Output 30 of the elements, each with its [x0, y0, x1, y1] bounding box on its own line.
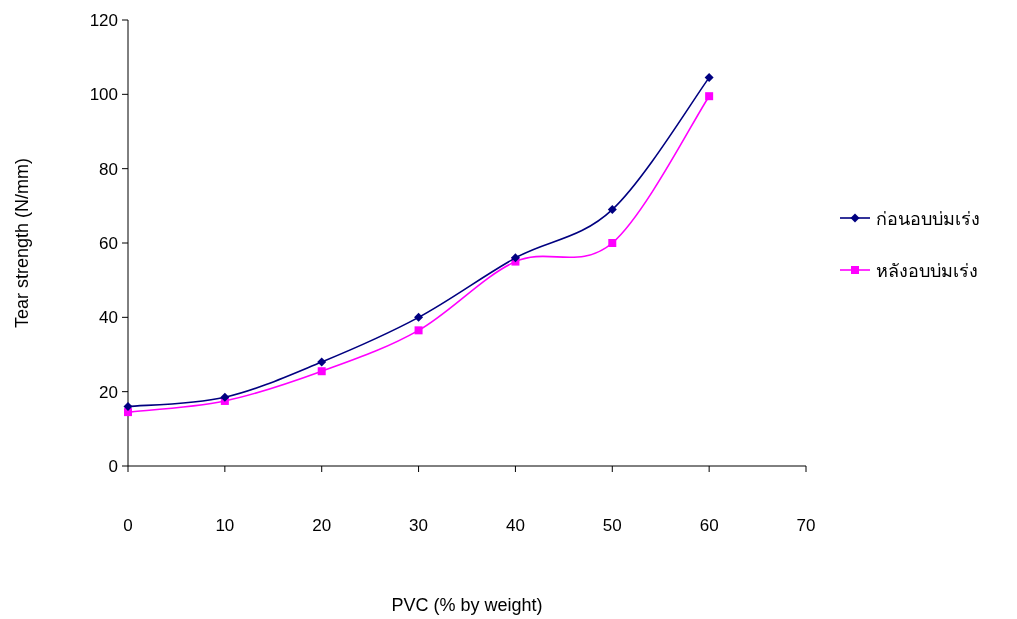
point — [317, 357, 327, 367]
x-axis-title: PVC (% by weight) — [391, 595, 543, 615]
point — [510, 253, 520, 263]
point — [607, 205, 617, 215]
y-tick-label: 20 — [99, 382, 118, 402]
x-tick-label: 50 — [602, 516, 622, 535]
y-axis-title: Tear strength (N/mm) — [12, 157, 32, 329]
y-tick-label: 40 — [99, 308, 118, 328]
point — [608, 239, 617, 247]
x-tick-label: 0 — [123, 516, 133, 535]
y-tick-label: 80 — [99, 159, 118, 179]
y-tick-label: 100 — [89, 85, 118, 105]
point — [705, 92, 714, 101]
legend-label: หลังอบบ่มเร่ง — [876, 260, 978, 281]
y-tick-label: 120 — [89, 11, 118, 30]
x-tick-label: 30 — [409, 516, 429, 535]
point — [414, 312, 424, 322]
point — [414, 326, 423, 335]
legend-label: ก่อนอบบ่มเร่ง — [876, 208, 980, 229]
x-tick-label: 70 — [796, 516, 816, 535]
x-tick-label: 20 — [312, 516, 332, 535]
x-tick-label: 40 — [505, 516, 525, 535]
x-tick-label: 10 — [215, 516, 235, 535]
y-tick-label: 0 — [108, 457, 118, 476]
point — [220, 392, 230, 402]
point — [704, 73, 714, 83]
point — [317, 367, 326, 376]
x-tick-label: 60 — [699, 516, 719, 535]
point — [123, 402, 133, 412]
y-tick-label: 60 — [99, 234, 118, 253]
